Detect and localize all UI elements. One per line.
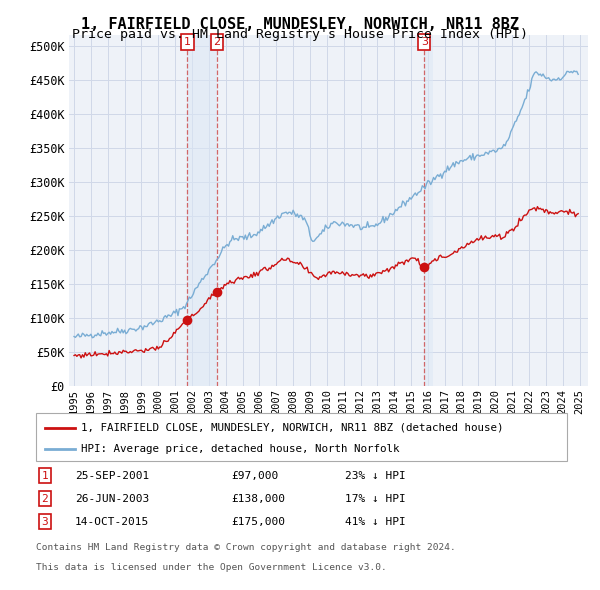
Text: 17% ↓ HPI: 17% ↓ HPI: [345, 494, 406, 503]
Text: Price paid vs. HM Land Registry's House Price Index (HPI): Price paid vs. HM Land Registry's House …: [72, 28, 528, 41]
Text: £97,000: £97,000: [231, 471, 278, 480]
Text: 23% ↓ HPI: 23% ↓ HPI: [345, 471, 406, 480]
Text: 3: 3: [41, 517, 49, 526]
Text: 1, FAIRFIELD CLOSE, MUNDESLEY, NORWICH, NR11 8BZ (detached house): 1, FAIRFIELD CLOSE, MUNDESLEY, NORWICH, …: [81, 422, 503, 432]
Text: £175,000: £175,000: [231, 517, 285, 526]
Text: 25-SEP-2001: 25-SEP-2001: [75, 471, 149, 480]
Text: 26-JUN-2003: 26-JUN-2003: [75, 494, 149, 503]
Text: 1: 1: [41, 471, 49, 480]
Bar: [187, 35, 217, 386]
Text: 14-OCT-2015: 14-OCT-2015: [75, 517, 149, 526]
Text: 3: 3: [421, 37, 428, 47]
Text: This data is licensed under the Open Government Licence v3.0.: This data is licensed under the Open Gov…: [36, 563, 387, 572]
Text: 2: 2: [41, 494, 49, 503]
Text: 2: 2: [214, 37, 221, 47]
Bar: [424, 35, 433, 386]
Text: £138,000: £138,000: [231, 494, 285, 503]
Text: 1: 1: [184, 37, 191, 47]
Text: HPI: Average price, detached house, North Norfolk: HPI: Average price, detached house, Nort…: [81, 444, 400, 454]
Text: Contains HM Land Registry data © Crown copyright and database right 2024.: Contains HM Land Registry data © Crown c…: [36, 543, 456, 552]
Text: 1, FAIRFIELD CLOSE, MUNDESLEY, NORWICH, NR11 8BZ: 1, FAIRFIELD CLOSE, MUNDESLEY, NORWICH, …: [81, 17, 519, 31]
Text: 41% ↓ HPI: 41% ↓ HPI: [345, 517, 406, 526]
